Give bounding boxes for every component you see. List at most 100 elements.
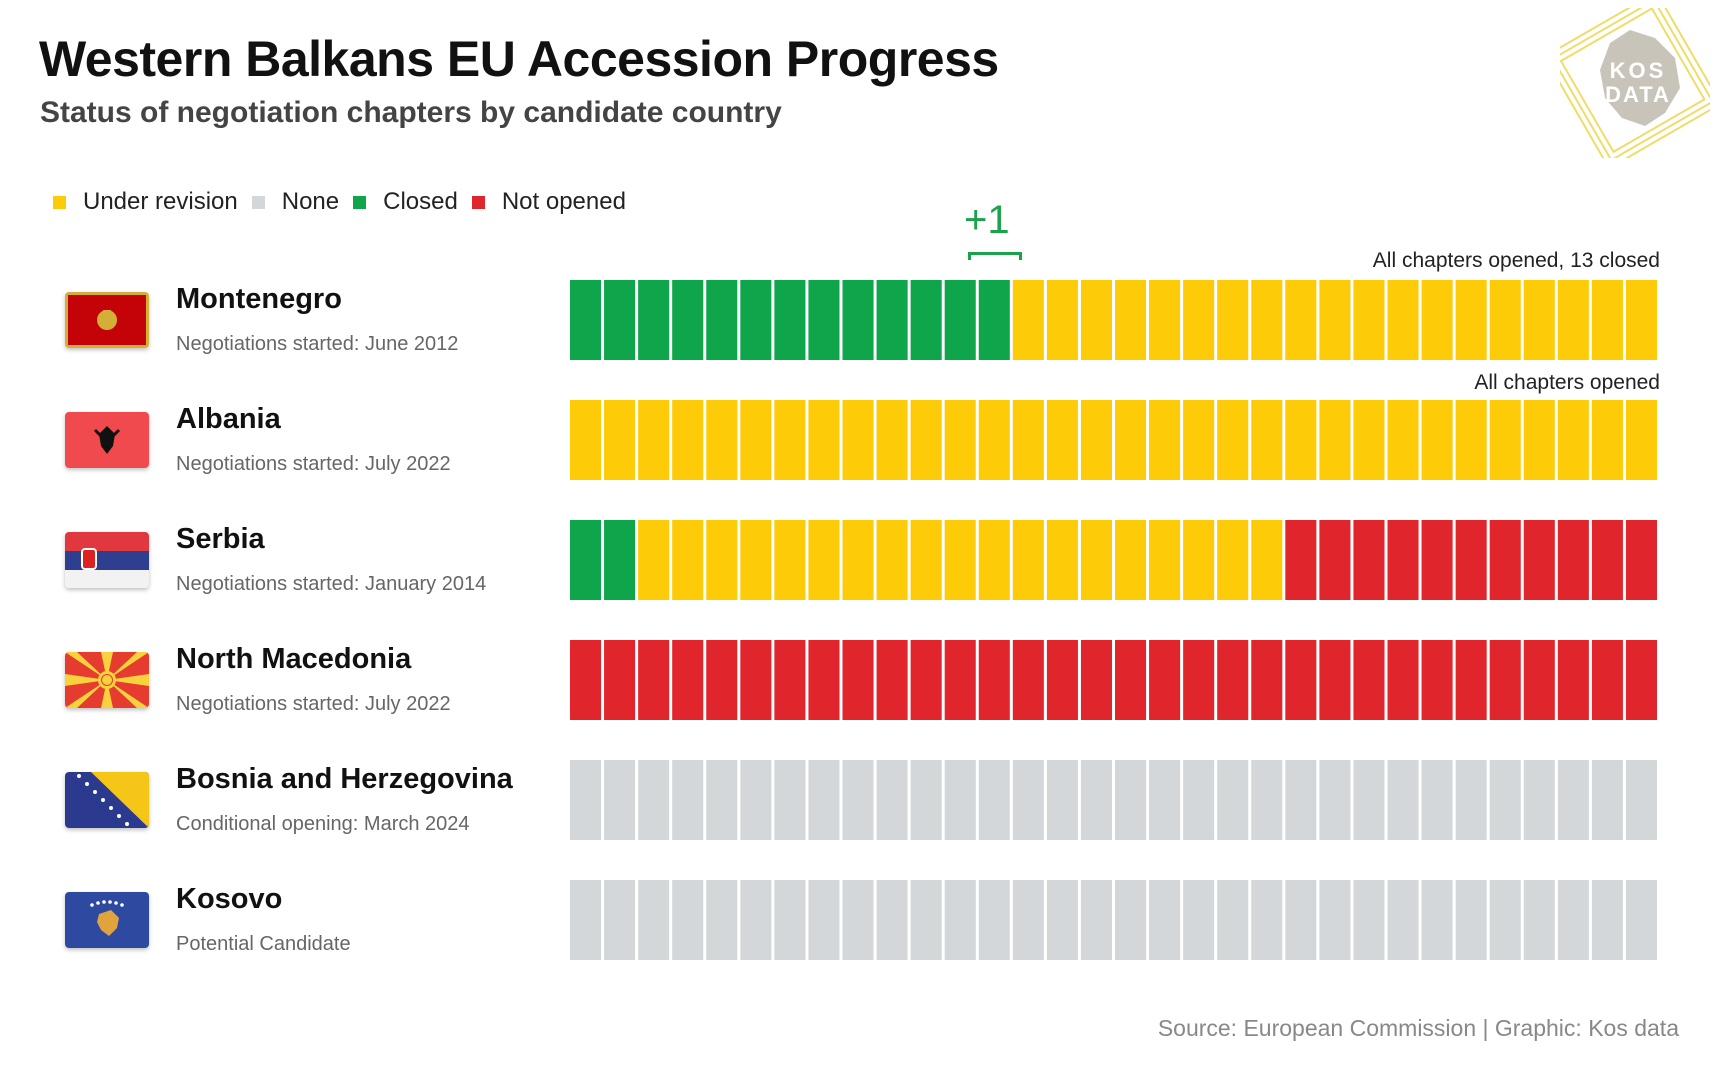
albania-flag [65, 412, 149, 468]
chapter-cell-none [1046, 880, 1078, 960]
chapter-cell-revision [1149, 280, 1181, 360]
chapter-cell-none [1217, 880, 1249, 960]
chapter-cell-revision [910, 400, 942, 480]
country-name-bosnia-and-herzegovina: Bosnia and Herzegovina [176, 763, 513, 795]
country-name-kosovo: Kosovo [176, 883, 283, 915]
chapter-cell-notopened [1625, 520, 1657, 600]
country-sub-bosnia-and-herzegovina: Conditional opening: March 2024 [176, 813, 470, 835]
chapter-cell-none [842, 880, 874, 960]
chapter-cell-notopened [1523, 640, 1555, 720]
chapter-cell-none [1319, 760, 1351, 840]
legend-label: None [281, 188, 340, 215]
chapter-cell-revision [1183, 520, 1215, 600]
chapter-cell-revision [1046, 400, 1078, 480]
chapter-cell-none [1387, 880, 1419, 960]
chapter-cell-revision [1353, 280, 1385, 360]
chapter-cell-revision [876, 400, 908, 480]
chapter-cell-none [570, 760, 602, 840]
chapter-cell-revision [1251, 400, 1283, 480]
chapter-cell-none [604, 760, 636, 840]
chapter-cell-revision [1012, 520, 1044, 600]
legend-swatch-none [251, 195, 265, 209]
chapter-cell-notopened [876, 640, 908, 720]
chapter-cell-revision [1387, 280, 1419, 360]
chapter-cell-none [1183, 880, 1215, 960]
chapter-cell-revision [944, 520, 976, 600]
chapter-cell-none [1455, 880, 1487, 960]
chapter-cell-notopened [774, 640, 806, 720]
chapter-cell-revision [1523, 400, 1555, 480]
chapter-cell-revision [1625, 400, 1657, 480]
chapter-cell-revision [570, 400, 602, 480]
chapter-cell-closed [740, 280, 772, 360]
source-credit: Source: European Commission | Graphic: K… [1157, 1015, 1679, 1041]
chapter-cell-none [740, 880, 772, 960]
chapter-cell-closed [604, 280, 636, 360]
chapter-cell-notopened [1387, 640, 1419, 720]
chapter-cell-none [1591, 880, 1623, 960]
chapter-cell-notopened [1557, 520, 1589, 600]
legend-item-under-revision: Under revision [53, 188, 238, 216]
chapter-cell-none [876, 880, 908, 960]
chapter-row-albania [570, 400, 1657, 480]
chapter-cell-revision [1251, 520, 1283, 600]
chapter-cell-revision [1115, 400, 1147, 480]
plus-one-bracket [968, 252, 1022, 260]
chapter-cell-notopened [1489, 640, 1521, 720]
chapter-cell-notopened [1523, 520, 1555, 600]
chapter-cell-none [1455, 760, 1487, 840]
chapter-cell-none [1285, 760, 1317, 840]
chapter-cell-notopened [706, 640, 738, 720]
chapter-cell-revision [1455, 280, 1487, 360]
legend-label: Not opened [501, 188, 626, 215]
chapter-cell-revision [842, 400, 874, 480]
chapter-cell-none [1489, 880, 1521, 960]
serbia-flag [65, 532, 149, 588]
chapter-cell-none [570, 880, 602, 960]
chapter-cell-notopened [1115, 640, 1147, 720]
logo-text-line2: DATA [1605, 82, 1671, 107]
country-sub-montenegro: Negotiations started: June 2012 [176, 333, 459, 355]
chapter-cell-none [706, 880, 738, 960]
chapter-cell-notopened [1012, 640, 1044, 720]
chapter-cell-none [1523, 880, 1555, 960]
chapter-cell-notopened [638, 640, 670, 720]
legend-label: Closed [383, 188, 458, 215]
chapter-cell-revision [876, 520, 908, 600]
chapter-cell-revision [672, 520, 704, 600]
kosovo-flag [65, 892, 149, 948]
chapter-cell-revision [1217, 520, 1249, 600]
chapter-cell-revision [1557, 400, 1589, 480]
chapter-cell-notopened [1353, 520, 1385, 600]
chapter-cell-revision [1046, 280, 1078, 360]
chapter-cell-revision [1149, 520, 1181, 600]
legend-item-closed: Closed [353, 188, 458, 216]
chapter-cell-none [1012, 880, 1044, 960]
chapter-cell-revision [1591, 400, 1623, 480]
chapter-cell-none [1080, 760, 1112, 840]
chapter-cell-notopened [1625, 640, 1657, 720]
chapter-cell-notopened [842, 640, 874, 720]
chapter-cell-none [1625, 880, 1657, 960]
chapter-cell-notopened [570, 640, 602, 720]
chapter-cell-closed [944, 280, 976, 360]
chapter-cell-closed [570, 520, 602, 600]
chapter-cell-none [876, 760, 908, 840]
chapter-cell-none [1115, 760, 1147, 840]
chapter-cell-none [944, 760, 976, 840]
chapter-cell-closed [638, 280, 670, 360]
chapter-cell-revision [1591, 280, 1623, 360]
chapter-cell-revision [1115, 280, 1147, 360]
chapter-cell-none [1046, 760, 1078, 840]
chapter-cell-none [604, 880, 636, 960]
chapter-cell-notopened [1080, 640, 1112, 720]
chapter-cell-revision [706, 520, 738, 600]
chapter-cell-notopened [1183, 640, 1215, 720]
chapter-cell-revision [1319, 400, 1351, 480]
chapter-cell-none [1557, 760, 1589, 840]
chapter-cell-revision [910, 520, 942, 600]
chapter-cell-revision [774, 400, 806, 480]
chapter-cell-notopened [1319, 640, 1351, 720]
chapter-cell-none [1149, 880, 1181, 960]
chapter-cell-revision [672, 400, 704, 480]
